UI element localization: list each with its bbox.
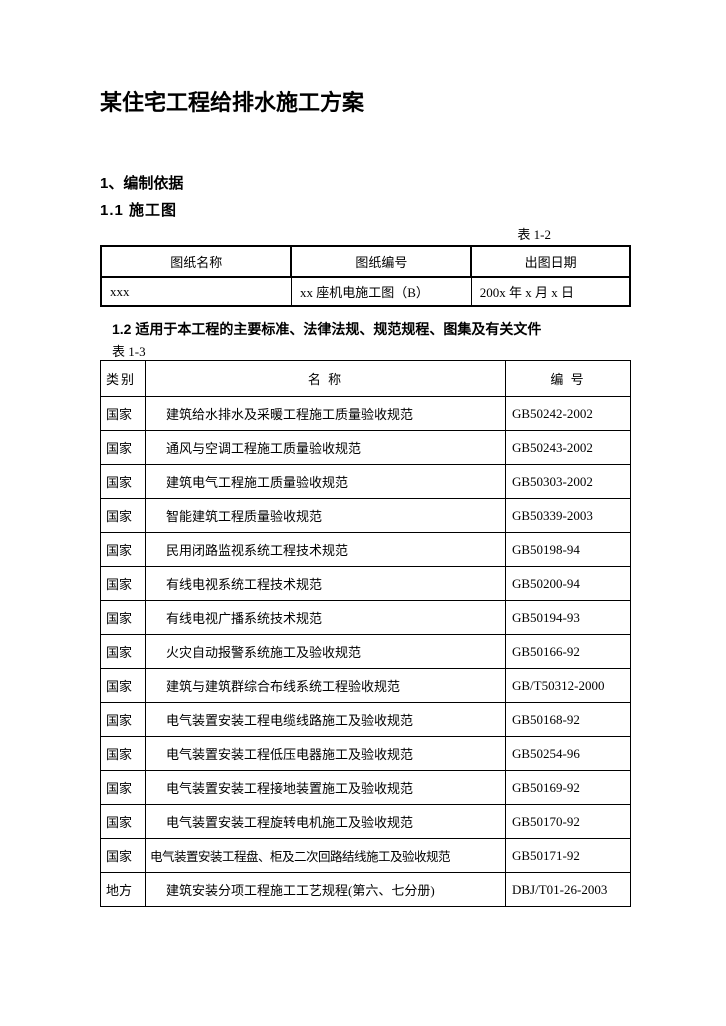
code-cell: GB50243-2002	[506, 431, 631, 465]
standards-table: 类别 名 称 编 号 国家建筑给水排水及采暖工程施工质量验收规范GB50242-…	[100, 360, 631, 907]
name-cell: 建筑给水排水及采暖工程施工质量验收规范	[146, 397, 506, 431]
table-row: 国家建筑与建筑群综合布线系统工程验收规范GB/T50312-2000	[101, 669, 631, 703]
code-cell: GB50198-94	[506, 533, 631, 567]
table-row: xxxxx 座机电施工图（B）200x 年 x 月 x 日	[101, 277, 630, 306]
category-cell: 国家	[101, 771, 146, 805]
category-cell: 国家	[101, 703, 146, 737]
header-drawing-date: 出图日期	[471, 246, 630, 277]
table-row: 国家电气装置安装工程电缆线路施工及验收规范GB50168-92	[101, 703, 631, 737]
code-cell: GB50166-92	[506, 635, 631, 669]
table-row: 国家有线电视系统工程技术规范GB50200-94	[101, 567, 631, 601]
category-cell: 国家	[101, 635, 146, 669]
category-cell: 国家	[101, 499, 146, 533]
category-cell: 国家	[101, 397, 146, 431]
code-cell: GB50168-92	[506, 703, 631, 737]
name-cell: 建筑电气工程施工质量验收规范	[146, 465, 506, 499]
header-drawing-name: 图纸名称	[101, 246, 291, 277]
table-row: 地方建筑安装分项工程施工工艺规程(第六、七分册)DBJ/T01-26-2003	[101, 873, 631, 907]
table-cell: 200x 年 x 月 x 日	[471, 277, 630, 306]
code-cell: GB50170-92	[506, 805, 631, 839]
category-cell: 国家	[101, 465, 146, 499]
header-category: 类别	[101, 361, 146, 397]
section-1-heading: 1、编制依据	[100, 172, 631, 193]
table-header-row: 类别 名 称 编 号	[101, 361, 631, 397]
document-title: 某住宅工程给排水施工方案	[100, 85, 631, 117]
name-cell: 有线电视广播系统技术规范	[146, 601, 506, 635]
name-cell: 建筑与建筑群综合布线系统工程验收规范	[146, 669, 506, 703]
code-cell: DBJ/T01-26-2003	[506, 873, 631, 907]
drawing-table: 图纸名称 图纸编号 出图日期 xxxxx 座机电施工图（B）200x 年 x 月…	[100, 245, 631, 307]
category-cell: 国家	[101, 805, 146, 839]
table-row: 国家建筑给水排水及采暖工程施工质量验收规范GB50242-2002	[101, 397, 631, 431]
name-cell: 电气装置安装工程旋转电机施工及验收规范	[146, 805, 506, 839]
category-cell: 国家	[101, 601, 146, 635]
code-cell: GB50254-96	[506, 737, 631, 771]
table-header-row: 图纸名称 图纸编号 出图日期	[101, 246, 630, 277]
section-1-1-heading: 1.1 施工图	[100, 199, 631, 220]
name-cell: 智能建筑工程质量验收规范	[146, 499, 506, 533]
code-cell: GB50194-93	[506, 601, 631, 635]
header-name: 名 称	[146, 361, 506, 397]
name-cell: 民用闭路监视系统工程技术规范	[146, 533, 506, 567]
table-row: 国家民用闭路监视系统工程技术规范GB50198-94	[101, 533, 631, 567]
code-cell: GB50242-2002	[506, 397, 631, 431]
name-cell: 有线电视系统工程技术规范	[146, 567, 506, 601]
name-cell: 建筑安装分项工程施工工艺规程(第六、七分册)	[146, 873, 506, 907]
header-drawing-number: 图纸编号	[291, 246, 471, 277]
table-row: 国家建筑电气工程施工质量验收规范GB50303-2002	[101, 465, 631, 499]
category-cell: 国家	[101, 431, 146, 465]
category-cell: 国家	[101, 533, 146, 567]
category-cell: 国家	[101, 567, 146, 601]
code-cell: GB50171-92	[506, 839, 631, 873]
category-cell: 国家	[101, 737, 146, 771]
header-code: 编 号	[506, 361, 631, 397]
table-1-2-label: 表 1-2	[100, 224, 631, 243]
table-row: 国家有线电视广播系统技术规范GB50194-93	[101, 601, 631, 635]
name-cell: 电气装置安装工程电缆线路施工及验收规范	[146, 703, 506, 737]
table-row: 国家电气装置安装工程盘、柜及二次回路结线施工及验收规范GB50171-92	[101, 839, 631, 873]
table-row: 国家智能建筑工程质量验收规范GB50339-2003	[101, 499, 631, 533]
name-cell: 电气装置安装工程接地装置施工及验收规范	[146, 771, 506, 805]
code-cell: GB50169-92	[506, 771, 631, 805]
code-cell: GB50339-2003	[506, 499, 631, 533]
name-cell: 火灾自动报警系统施工及验收规范	[146, 635, 506, 669]
table-row: 国家电气装置安装工程接地装置施工及验收规范GB50169-92	[101, 771, 631, 805]
code-cell: GB50303-2002	[506, 465, 631, 499]
code-cell: GB/T50312-2000	[506, 669, 631, 703]
table-cell: xx 座机电施工图（B）	[291, 277, 471, 306]
table-row: 国家火灾自动报警系统施工及验收规范GB50166-92	[101, 635, 631, 669]
section-1-2-heading: 1.2 适用于本工程的主要标准、法律法规、规范规程、图集及有关文件	[100, 319, 631, 339]
table-row: 国家通风与空调工程施工质量验收规范GB50243-2002	[101, 431, 631, 465]
category-cell: 地方	[101, 873, 146, 907]
name-cell: 通风与空调工程施工质量验收规范	[146, 431, 506, 465]
category-cell: 国家	[101, 839, 146, 873]
code-cell: GB50200-94	[506, 567, 631, 601]
table-row: 国家电气装置安装工程旋转电机施工及验收规范GB50170-92	[101, 805, 631, 839]
table-1-3-label: 表 1-3	[100, 341, 631, 360]
table-row: 国家电气装置安装工程低压电器施工及验收规范GB50254-96	[101, 737, 631, 771]
table-cell: xxx	[101, 277, 291, 306]
category-cell: 国家	[101, 669, 146, 703]
name-cell: 电气装置安装工程盘、柜及二次回路结线施工及验收规范	[146, 839, 506, 873]
name-cell: 电气装置安装工程低压电器施工及验收规范	[146, 737, 506, 771]
